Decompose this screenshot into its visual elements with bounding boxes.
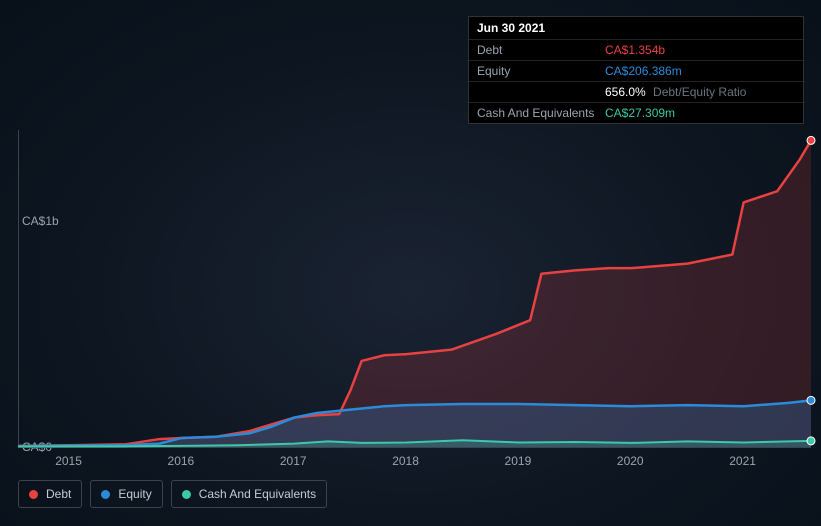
legend-label: Debt — [46, 487, 71, 501]
tooltip-label: Equity — [477, 64, 605, 78]
legend-swatch — [101, 490, 110, 499]
tooltip-value: CA$27.309m — [605, 106, 675, 120]
x-axis-label: 2021 — [729, 454, 756, 468]
legend-swatch — [29, 490, 38, 499]
x-axis-label: 2017 — [280, 454, 307, 468]
x-axis-label: 2016 — [168, 454, 195, 468]
tooltip-label — [477, 85, 605, 99]
legend-swatch — [182, 490, 191, 499]
legend: Debt Equity Cash And Equivalents — [18, 480, 327, 508]
tooltip-label: Debt — [477, 43, 605, 57]
tooltip-row: 656.0% Debt/Equity Ratio — [469, 82, 803, 103]
x-axis-label: 2019 — [505, 454, 532, 468]
tooltip-label: Cash And Equivalents — [477, 106, 605, 120]
tooltip-value: CA$1.354b — [605, 43, 665, 57]
hover-tooltip: Jun 30 2021 DebtCA$1.354bEquityCA$206.38… — [468, 16, 804, 124]
legend-item-cash-and-equivalents[interactable]: Cash And Equivalents — [171, 480, 327, 508]
tooltip-value: CA$206.386m — [605, 64, 682, 78]
debt-equity-chart: CA$0CA$1b 2015201620172018201920202021 — [18, 120, 811, 468]
tooltip-value: 656.0% Debt/Equity Ratio — [605, 85, 746, 99]
plot-area — [18, 130, 811, 448]
tooltip-date: Jun 30 2021 — [469, 17, 803, 40]
x-axis-label: 2015 — [55, 454, 82, 468]
x-axis-label: 2018 — [392, 454, 419, 468]
legend-label: Cash And Equivalents — [199, 487, 316, 501]
tooltip-row: EquityCA$206.386m — [469, 61, 803, 82]
x-axis-label: 2020 — [617, 454, 644, 468]
legend-item-debt[interactable]: Debt — [18, 480, 82, 508]
tooltip-row: Cash And EquivalentsCA$27.309m — [469, 103, 803, 123]
tooltip-row: DebtCA$1.354b — [469, 40, 803, 61]
legend-item-equity[interactable]: Equity — [90, 480, 162, 508]
legend-label: Equity — [118, 487, 151, 501]
